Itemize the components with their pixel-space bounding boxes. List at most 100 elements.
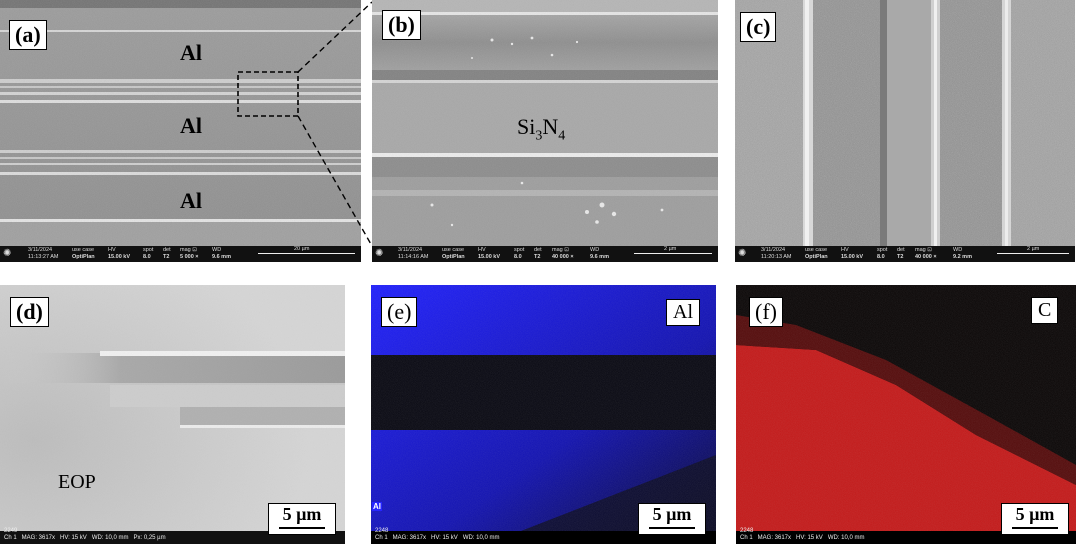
panel-e-scale-box: 5 µm	[638, 503, 706, 535]
panel-f-c-map	[736, 285, 1076, 544]
panel-e-scale-bar	[649, 527, 695, 529]
info-time: 11:13:27 AM	[28, 254, 59, 260]
panel-a-scale-bar	[258, 253, 355, 254]
panel-e-label: (e)	[381, 297, 418, 327]
panel-d-label: (d)	[10, 297, 49, 327]
info-det: T2	[163, 254, 170, 260]
info-hv-head: HV	[841, 247, 849, 253]
panel-b-label: (b)	[382, 10, 421, 40]
eds-id: 2248	[740, 528, 754, 534]
panel-f-scale-box: 5 µm	[1001, 503, 1069, 535]
si-text: Si	[517, 114, 536, 139]
panel-c-scale-bar	[997, 253, 1069, 254]
info-date: 3/11/2024	[28, 247, 53, 253]
panel-f-eds-map: (f) C 5 µm 2248 Ch 1 MAG: 3617x HV: 15 kV…	[736, 285, 1076, 544]
panel-a-al-middle: Al	[180, 113, 202, 138]
panel-d-sem: (d) EOP 5 µm 2249 Ch 1 MAG: 3617x HV: 15 …	[0, 285, 345, 544]
info-usecase-head: use case	[72, 247, 95, 253]
info-date: 3/11/2024	[398, 247, 423, 253]
fei-logo-icon: ✺	[738, 248, 747, 259]
info-mag: 5 000 ×	[180, 254, 199, 260]
panel-f-element-label: C	[1031, 297, 1059, 324]
info-det-head: det	[534, 247, 542, 253]
panel-d-scale-text: 5 µm	[282, 504, 322, 524]
info-det: T2	[897, 254, 904, 260]
panel-a-al-bottom: Al	[180, 188, 202, 213]
n-subscript: 4	[558, 128, 566, 144]
panel-f-label: (f)	[749, 297, 783, 327]
panel-a-label: (a)	[9, 20, 47, 50]
info-wd-head: WD	[590, 247, 600, 253]
panel-f-scale-text: 5 µm	[1015, 504, 1055, 524]
info-time: 11:20:13 AM	[761, 254, 792, 260]
panel-a-info-bar: ✺ 3/11/2024 11:13:27 AM use case OptiPlan …	[0, 246, 361, 262]
panel-c-sem: (c) ✺ 3/11/2024 11:20:13 AM use case OptiP…	[735, 0, 1075, 262]
panel-a-sem: (a) Al Al Al ✺ 3/11/2024 11:13:27 AM use …	[0, 0, 361, 262]
info-spot: 8.0	[514, 254, 522, 260]
info-det: T2	[534, 254, 541, 260]
info-mag: 40 000 ×	[915, 254, 937, 260]
fei-logo-icon: ✺	[375, 248, 384, 259]
info-usecase-head: use case	[805, 247, 828, 253]
eds-id: 2248	[375, 528, 389, 534]
panel-d-scale-box: 5 µm	[268, 503, 336, 535]
info-mag-head: mag ⊡	[915, 247, 932, 253]
info-spot-head: spot	[877, 247, 888, 253]
info-usecase-head: use case	[442, 247, 465, 253]
panel-b-scale-text: 2 µm	[662, 246, 679, 253]
info-hv: 15.00 kV	[108, 254, 131, 260]
panel-d-eds-info: 2249 Ch 1 MAG: 3617x HV: 15 kV WD: 10,0 m…	[4, 528, 166, 542]
info-wd: 9.6 mm	[212, 254, 231, 260]
panel-d-eop-text: EOP	[58, 471, 96, 493]
info-date: 3/11/2024	[761, 247, 786, 253]
info-mag-head: mag ⊡	[552, 247, 569, 253]
info-usecase: OptiPlan	[72, 254, 95, 260]
panel-d-sem-image	[0, 285, 345, 544]
eds-info-text: Ch 1 MAG: 3617x HV: 15 kV WD: 10,0 mm Px…	[4, 535, 166, 541]
info-usecase: OptiPlan	[805, 254, 828, 260]
info-wd: 9.6 mm	[590, 254, 609, 260]
panel-b-info-bar: ✺ 3/11/2024 11:14:16 AM use case OptiPlan …	[372, 246, 718, 262]
info-mag: 40 000 ×	[552, 254, 574, 260]
panel-e-eds-map: (e) Al Al 5 µm 2248 Ch 1 MAG: 3617x HV: 1…	[371, 285, 716, 544]
panel-a-scale-text: 20 µm	[292, 246, 312, 253]
info-spot-head: spot	[514, 247, 525, 253]
panel-a-sem-image	[0, 0, 361, 246]
fei-logo-icon: ✺	[3, 248, 12, 259]
info-det-head: det	[897, 247, 905, 253]
panel-b-sem-image	[372, 0, 718, 246]
panel-e-eds-info: 2248 Ch 1 MAG: 3617x HV: 15 kV WD: 10,0 m…	[375, 528, 500, 542]
panel-b-si3n4-label: Si3N4	[517, 114, 565, 144]
info-mag-head: mag ⊡	[180, 247, 197, 253]
panel-f-scale-bar	[1012, 527, 1058, 529]
si-subscript: 3	[535, 128, 543, 144]
panel-e-element-label: Al	[666, 299, 700, 326]
info-det-head: det	[163, 247, 171, 253]
panel-c-sem-image	[735, 0, 1075, 246]
panel-b-scale-bar	[634, 253, 712, 254]
info-hv: 15.00 kV	[478, 254, 501, 260]
info-wd-head: WD	[953, 247, 963, 253]
info-hv-head: HV	[108, 247, 116, 253]
n-text: N	[542, 114, 559, 139]
panel-e-scale-text: 5 µm	[652, 504, 692, 524]
eds-info-text: Ch 1 MAG: 3617x HV: 15 kV WD: 10,0 mm	[375, 535, 500, 541]
panel-a-al-top: Al	[180, 40, 202, 65]
panel-c-info-bar: ✺ 3/11/2024 11:20:13 AM use case OptiPlan …	[735, 246, 1075, 262]
panel-e-corner-tag: Al	[372, 502, 382, 511]
info-usecase: OptiPlan	[442, 254, 465, 260]
panel-f-eds-info: 2248 Ch 1 MAG: 3617x HV: 15 kV WD: 10,0 m…	[740, 528, 865, 542]
info-hv: 15.00 kV	[841, 254, 864, 260]
info-spot: 8.0	[143, 254, 151, 260]
info-wd: 9.2 mm	[953, 254, 972, 260]
info-time: 11:14:16 AM	[398, 254, 429, 260]
panel-d-scale-bar	[279, 527, 325, 529]
eds-id: 2249	[4, 528, 18, 534]
info-wd-head: WD	[212, 247, 222, 253]
panel-c-scale-text: 2 µm	[1025, 246, 1042, 253]
info-hv-head: HV	[478, 247, 486, 253]
panel-b-sem: (b) Si3N4 ✺ 3/11/2024 11:14:16 AM use cas…	[372, 0, 718, 262]
info-spot-head: spot	[143, 247, 154, 253]
eds-info-text: Ch 1 MAG: 3617x HV: 15 kV WD: 10,0 mm	[740, 535, 865, 541]
